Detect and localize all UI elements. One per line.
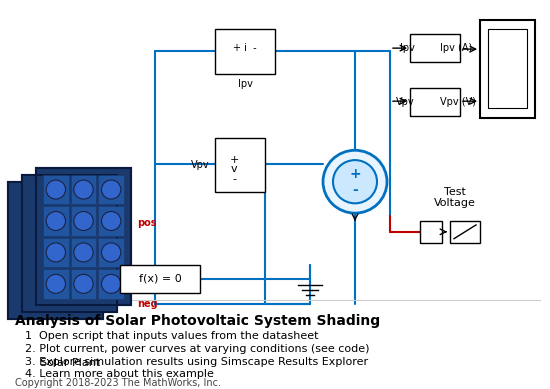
Text: + i  -: + i - bbox=[233, 43, 257, 53]
Bar bbox=[120, 265, 200, 293]
Bar bbox=[43, 175, 69, 204]
Circle shape bbox=[323, 150, 387, 213]
Bar bbox=[43, 206, 69, 236]
Text: Copyright 2018-2023 The MathWorks, Inc.: Copyright 2018-2023 The MathWorks, Inc. bbox=[15, 378, 221, 388]
Bar bbox=[36, 168, 131, 305]
Bar bbox=[488, 30, 527, 108]
Bar bbox=[43, 269, 69, 299]
Bar bbox=[70, 238, 96, 267]
Circle shape bbox=[102, 212, 121, 231]
Text: Ipv: Ipv bbox=[400, 43, 415, 53]
Text: Vpv: Vpv bbox=[191, 159, 210, 170]
Text: -: - bbox=[232, 174, 236, 184]
Circle shape bbox=[102, 180, 121, 199]
Text: neg: neg bbox=[137, 300, 158, 310]
Text: Voltage: Voltage bbox=[434, 198, 476, 209]
Bar bbox=[22, 175, 117, 312]
Circle shape bbox=[46, 212, 65, 231]
Bar bbox=[215, 30, 275, 74]
Bar bbox=[98, 175, 124, 204]
Circle shape bbox=[74, 274, 93, 293]
Circle shape bbox=[102, 274, 121, 293]
Circle shape bbox=[74, 212, 93, 231]
Bar bbox=[98, 269, 124, 299]
Text: Analysis of Solar Photovoltaic System Shading: Analysis of Solar Photovoltaic System Sh… bbox=[15, 314, 380, 328]
Bar bbox=[70, 206, 96, 236]
Circle shape bbox=[46, 243, 65, 262]
Text: Ipv: Ipv bbox=[238, 79, 252, 89]
Text: -: - bbox=[352, 182, 358, 196]
Bar bbox=[98, 206, 124, 236]
Text: Test: Test bbox=[444, 187, 466, 196]
Text: f(x) = 0: f(x) = 0 bbox=[139, 274, 182, 284]
Bar bbox=[410, 34, 460, 62]
Circle shape bbox=[102, 243, 121, 262]
Bar bbox=[410, 88, 460, 116]
Bar bbox=[36, 168, 131, 305]
Bar bbox=[43, 238, 69, 267]
Text: Solar Plant: Solar Plant bbox=[40, 358, 100, 368]
Circle shape bbox=[333, 160, 377, 203]
Bar bbox=[420, 221, 442, 243]
Bar bbox=[8, 182, 103, 319]
Circle shape bbox=[46, 180, 65, 199]
Text: 2. Plot current, power curves at varying conditions (see code): 2. Plot current, power curves at varying… bbox=[25, 344, 370, 354]
Text: +: + bbox=[229, 154, 239, 165]
Circle shape bbox=[74, 243, 93, 262]
Text: 3. Explore simulation results using Simscape Results Explorer: 3. Explore simulation results using Sims… bbox=[25, 357, 368, 366]
Circle shape bbox=[46, 274, 65, 293]
Bar bbox=[22, 175, 117, 312]
Text: +: + bbox=[349, 167, 361, 181]
Text: v: v bbox=[230, 165, 237, 174]
Text: Vpv: Vpv bbox=[397, 97, 415, 107]
Text: 1  Open script that inputs values from the datasheet: 1 Open script that inputs values from th… bbox=[25, 331, 318, 341]
Bar bbox=[70, 269, 96, 299]
Text: 4. Learn more about this example: 4. Learn more about this example bbox=[25, 369, 214, 379]
Bar bbox=[70, 175, 96, 204]
Text: Vpv (V): Vpv (V) bbox=[440, 97, 476, 107]
Circle shape bbox=[74, 180, 93, 199]
Text: pos: pos bbox=[137, 218, 157, 228]
Bar bbox=[98, 238, 124, 267]
Text: Ipv (A): Ipv (A) bbox=[440, 43, 472, 53]
Bar bbox=[215, 137, 265, 191]
Bar bbox=[8, 182, 103, 319]
Bar bbox=[450, 221, 480, 243]
Bar bbox=[480, 19, 535, 118]
